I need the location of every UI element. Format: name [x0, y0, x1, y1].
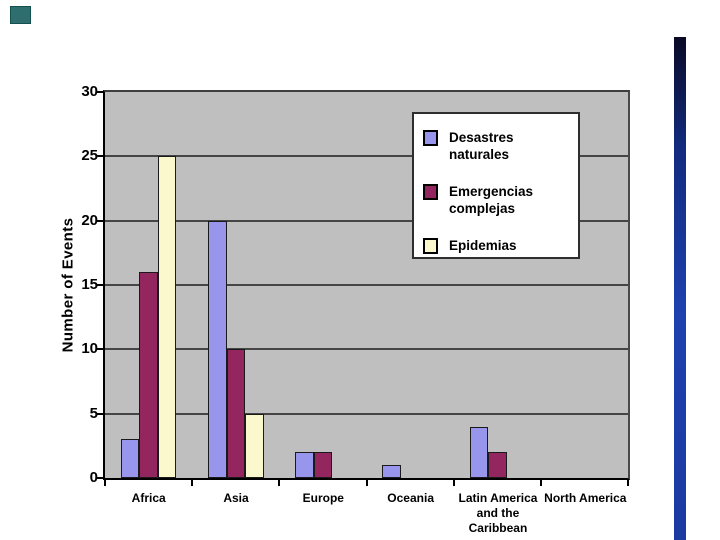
legend-item: Emergencias complejas — [423, 183, 572, 217]
bar — [313, 452, 333, 478]
bar — [226, 349, 245, 478]
legend-item: Desastres naturales — [423, 129, 572, 163]
category-group — [105, 92, 192, 478]
gridline-5 — [105, 412, 628, 415]
legend-item-label: Emergencias complejas — [449, 184, 534, 216]
bar — [295, 452, 314, 478]
x-category-label: Latin America and the Caribbean — [458, 491, 538, 535]
bar-slot — [157, 156, 177, 478]
y-tick-mark — [97, 477, 103, 479]
x-tick-mark — [365, 480, 368, 486]
bar-slot — [295, 452, 314, 478]
y-tick-label: 10 — [81, 340, 98, 358]
bar-slot — [120, 439, 140, 478]
category-group — [192, 92, 279, 478]
bar-slot — [313, 452, 333, 478]
bars-layer — [105, 92, 628, 478]
bar-slot — [139, 272, 158, 478]
y-tick-mark — [97, 155, 103, 158]
right-edge-stripe — [674, 37, 686, 540]
x-axis-labels: Africa Asia Europe Oceania Latin America and… — [105, 491, 629, 536]
category-group — [279, 92, 366, 478]
bar — [120, 439, 140, 478]
gridline-15 — [105, 284, 628, 286]
bar-slot — [382, 465, 401, 478]
corner-decoration-square — [10, 6, 31, 24]
y-axis-tick-labels: 0 5 10 15 20 25 30 — [58, 0, 98, 540]
bar — [488, 452, 507, 478]
x-tick-mark — [627, 480, 629, 486]
x-tick-mark — [278, 480, 281, 486]
x-tick-mark — [452, 480, 455, 486]
bar-slot — [488, 452, 507, 478]
x-category-label: Asia — [223, 491, 249, 505]
bar-slot — [226, 349, 245, 478]
bar — [139, 272, 158, 478]
category-group — [454, 92, 541, 478]
x-tick-mark — [191, 480, 194, 486]
x-tick-mark — [539, 480, 542, 486]
bar-slot — [469, 426, 489, 478]
bar — [382, 465, 401, 478]
bar — [469, 426, 489, 478]
x-category-label: Africa — [131, 491, 166, 505]
y-tick-label: 15 — [81, 276, 98, 293]
legend-swatch-icon — [423, 238, 438, 254]
y-tick-label: 0 — [89, 469, 98, 486]
legend-item-label: Epidemias — [449, 238, 517, 253]
bar — [208, 220, 227, 478]
x-tick-mark — [104, 480, 106, 486]
bar-slot — [208, 220, 227, 478]
legend-item: Epidemias — [423, 237, 572, 254]
gridline-20 — [105, 219, 628, 222]
y-tick-mark — [97, 284, 103, 286]
x-category-label: Oceania — [387, 491, 434, 505]
legend-item-label: Desastres naturales — [449, 130, 514, 162]
bar — [245, 413, 264, 478]
gridline-25 — [105, 155, 628, 158]
y-tick-mark — [97, 219, 103, 222]
gridlines-layer — [105, 92, 628, 478]
y-tick-mark — [97, 91, 103, 93]
x-category-label: North America — [544, 491, 627, 505]
x-category-label: Europe — [302, 491, 344, 505]
category-group — [367, 92, 454, 478]
chart-legend: Desastres naturales Emergencias complejas… — [412, 112, 580, 259]
y-tick-mark — [97, 348, 103, 351]
bar — [157, 156, 177, 478]
y-tick-label: 25 — [81, 147, 98, 165]
gridline-10 — [105, 348, 628, 351]
legend-swatch-icon — [423, 184, 438, 200]
y-tick-label: 5 — [89, 404, 98, 422]
legend-swatch-icon — [423, 130, 438, 146]
y-tick-label: 30 — [81, 83, 98, 100]
y-tick-mark — [97, 412, 103, 415]
bar-slot — [245, 413, 264, 478]
y-tick-label: 20 — [81, 211, 98, 229]
